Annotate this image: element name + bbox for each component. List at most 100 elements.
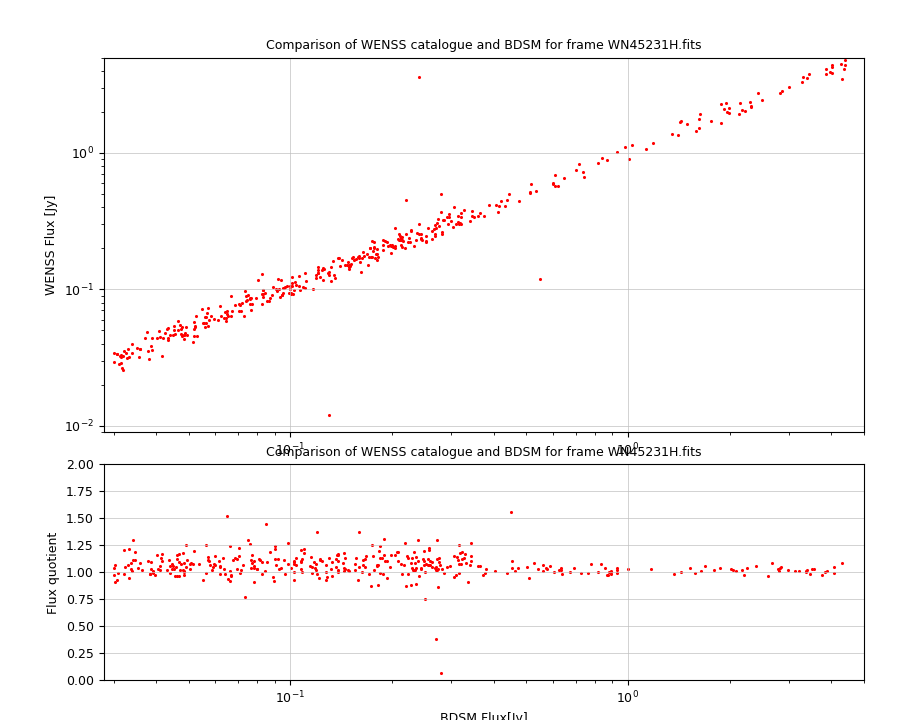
Point [153, 560, 167, 572]
Point [167, 570, 182, 582]
Point [347, 564, 362, 576]
Point [121, 343, 135, 355]
Point [692, 122, 706, 133]
Point [262, 296, 276, 307]
Point [375, 552, 390, 564]
Point [238, 591, 252, 603]
Point [309, 269, 323, 281]
Point [428, 634, 443, 645]
Point [477, 210, 491, 222]
Point [133, 343, 148, 355]
Point [212, 555, 226, 567]
Point [773, 87, 788, 99]
Point [165, 558, 179, 570]
Point [190, 330, 204, 342]
Point [449, 218, 464, 230]
Point [437, 567, 452, 579]
Point [380, 236, 394, 248]
Point [452, 217, 466, 229]
Point [414, 562, 428, 573]
Point [110, 348, 124, 360]
Point [128, 546, 142, 558]
Point [646, 138, 661, 149]
Point [380, 572, 394, 583]
Point [698, 560, 712, 572]
Point [296, 547, 310, 559]
Point [235, 297, 249, 309]
Point [442, 208, 456, 220]
Point [781, 81, 796, 93]
Point [511, 195, 526, 207]
Point [145, 333, 159, 344]
Point [617, 141, 632, 153]
Point [223, 575, 238, 587]
Point [241, 289, 256, 300]
Point [140, 555, 155, 567]
Point [394, 232, 409, 243]
Point [409, 234, 423, 246]
Point [213, 568, 228, 580]
Point [348, 558, 363, 570]
Point [167, 564, 182, 575]
Point [107, 570, 122, 581]
Point [392, 234, 407, 246]
Point [547, 181, 562, 192]
Point [176, 564, 190, 575]
Point [373, 567, 387, 579]
Point [238, 291, 253, 302]
Point [395, 235, 410, 246]
Point [420, 222, 435, 234]
Point [173, 319, 187, 330]
Point [366, 245, 381, 256]
Point [428, 219, 443, 230]
Point [324, 563, 338, 575]
Point [143, 568, 157, 580]
Point [315, 264, 329, 276]
Point [400, 551, 414, 562]
Point [803, 568, 817, 580]
Point [449, 552, 464, 563]
Point [143, 563, 157, 575]
Point [432, 557, 446, 568]
Point [451, 216, 465, 228]
Point [201, 320, 215, 332]
Point [186, 546, 201, 557]
Point [188, 320, 202, 331]
Point [346, 252, 361, 264]
Point [165, 563, 179, 575]
Point [144, 341, 158, 352]
Point [446, 572, 461, 583]
Point [123, 564, 138, 575]
Point [276, 283, 291, 294]
Point [374, 540, 388, 552]
Point [163, 560, 177, 572]
Point [309, 558, 323, 570]
Point [214, 310, 229, 322]
Point [818, 567, 832, 578]
Point [173, 564, 187, 576]
Point [199, 317, 213, 328]
Point [644, 563, 658, 575]
Point [361, 259, 375, 271]
Point [540, 563, 554, 575]
Point [177, 329, 192, 341]
Point [233, 299, 248, 310]
Point [598, 562, 612, 574]
Point [256, 289, 270, 300]
Point [274, 562, 288, 574]
Point [179, 554, 194, 566]
Point [330, 549, 345, 561]
Point [125, 338, 140, 350]
Point [380, 554, 394, 566]
Point [395, 569, 410, 580]
Point [331, 567, 346, 578]
Point [294, 556, 309, 567]
Point [625, 140, 639, 151]
Point [113, 351, 128, 363]
Point [166, 320, 181, 331]
Point [222, 565, 237, 577]
Point [391, 554, 405, 566]
Point [576, 167, 590, 179]
Point [356, 250, 371, 261]
Point [338, 563, 353, 575]
